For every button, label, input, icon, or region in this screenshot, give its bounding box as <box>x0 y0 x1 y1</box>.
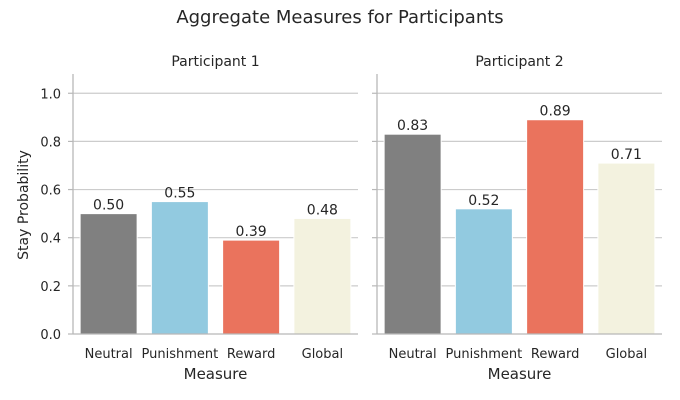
panel-title: Participant 2 <box>475 54 563 70</box>
bar-punishment <box>150 201 209 335</box>
bar-value-label: 0.55 <box>164 186 195 202</box>
x-tick-label: Punishment <box>142 347 219 362</box>
panel-2: 0.83 Neutral 0.52 Punishment 0.89 Reward 0.71 G… <box>372 54 662 383</box>
x-tick-label: Reward <box>531 347 579 362</box>
bar-reward <box>526 119 585 335</box>
panels-group: 0.50 Neutral 0.55 Punishment 0.39 Reward 0.48 G… <box>40 54 662 383</box>
bar-value-label: 0.48 <box>307 202 338 218</box>
panel-title: Participant 1 <box>171 54 259 70</box>
bar-value-label: 0.50 <box>93 198 124 214</box>
bar-value-label: 0.89 <box>540 104 571 120</box>
y-tick-label: 0.0 <box>40 328 61 343</box>
x-tick-label: Punishment <box>446 347 523 362</box>
y-tick-label: 1.0 <box>40 87 61 102</box>
bar-value-label: 0.52 <box>468 193 499 209</box>
bar-global <box>597 162 656 335</box>
y-tick-label: 0.4 <box>40 232 61 247</box>
bar-value-label: 0.71 <box>611 147 642 163</box>
bar-neutral <box>79 213 138 335</box>
bar-reward <box>222 239 281 335</box>
y-tick-label: 0.6 <box>40 184 61 199</box>
x-tick-label: Global <box>302 347 343 362</box>
x-axis-label: Measure <box>184 365 248 383</box>
bar-value-label: 0.83 <box>397 118 428 134</box>
panel-1: 0.50 Neutral 0.55 Punishment 0.39 Reward 0.48 G… <box>40 54 358 383</box>
bar-punishment <box>454 208 513 335</box>
y-axis-label: Stay Probability <box>16 150 32 260</box>
x-tick-label: Reward <box>227 347 275 362</box>
bar-global <box>293 217 352 335</box>
x-tick-label: Neutral <box>85 347 133 362</box>
bar-value-label: 0.39 <box>236 224 267 240</box>
x-axis-label: Measure <box>488 365 552 383</box>
y-tick-label: 0.8 <box>40 135 61 150</box>
chart-title: Aggregate Measures for Participants <box>176 7 503 28</box>
x-tick-label: Global <box>606 347 647 362</box>
y-tick-label: 0.2 <box>40 280 61 295</box>
x-tick-label: Neutral <box>389 347 437 362</box>
bar-neutral <box>383 133 442 335</box>
